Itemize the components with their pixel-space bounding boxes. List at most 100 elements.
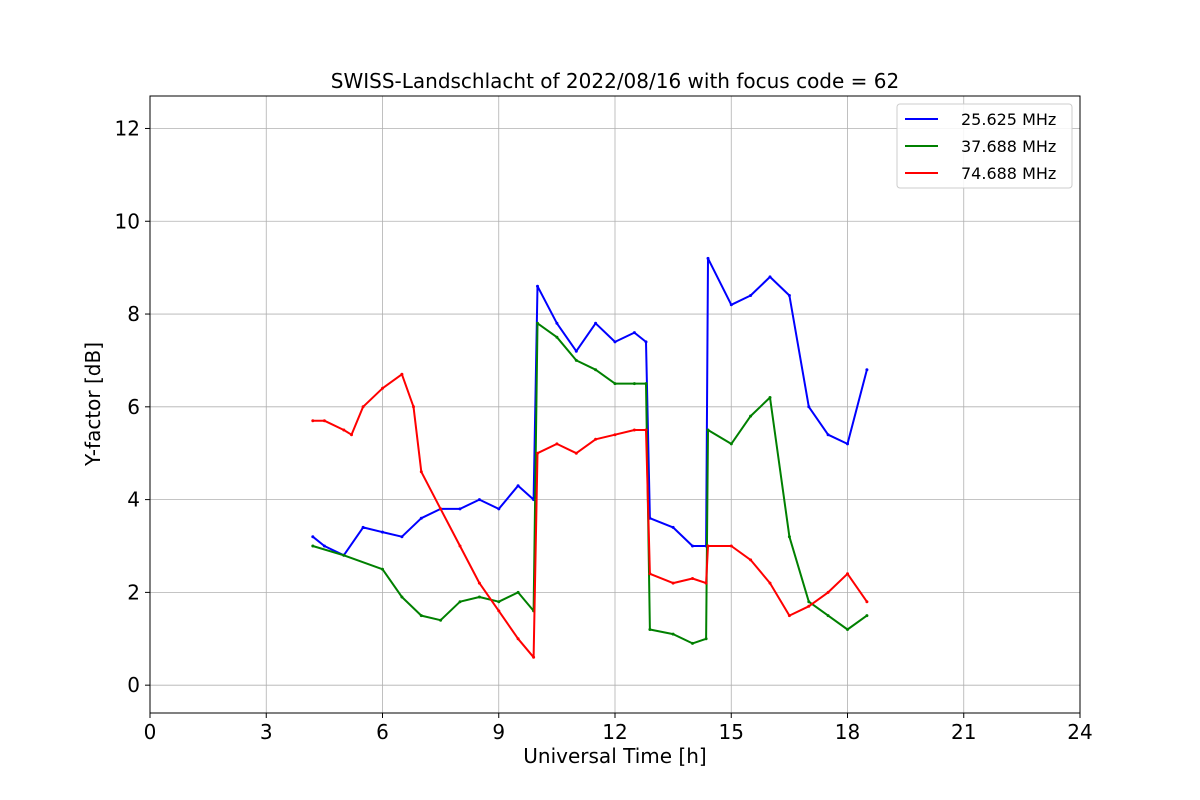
- data-point: [594, 321, 598, 325]
- data-point: [807, 405, 811, 409]
- data-point: [729, 442, 733, 446]
- data-point: [632, 428, 636, 432]
- data-point: [846, 628, 849, 631]
- data-point: [381, 530, 384, 534]
- data-point: [400, 595, 404, 599]
- x-tick-label: 6: [376, 720, 389, 744]
- data-point: [516, 637, 520, 641]
- data-point: [594, 368, 598, 372]
- x-tick-label: 15: [719, 720, 744, 744]
- data-point: [787, 294, 791, 297]
- data-point: [311, 419, 315, 423]
- data-point: [704, 637, 708, 641]
- data-point: [768, 275, 772, 279]
- series-layer: [311, 256, 869, 659]
- data-point: [458, 544, 462, 548]
- data-point: [691, 544, 694, 548]
- x-tick-label: 24: [1067, 720, 1092, 744]
- legend: 25.625 MHz 37.688 MHz 74.688 MHz: [896, 103, 1073, 189]
- x-tick-label: 12: [602, 720, 627, 744]
- data-point: [671, 632, 675, 636]
- data-point: [632, 331, 636, 335]
- legend-box: [896, 103, 1073, 189]
- data-point: [322, 544, 326, 548]
- data-point: [361, 525, 365, 529]
- data-point: [644, 382, 648, 386]
- data-point: [555, 442, 559, 446]
- data-point: [846, 442, 849, 446]
- y-tick-label: 0: [127, 673, 140, 697]
- data-point: [648, 628, 652, 631]
- data-point: [458, 507, 462, 511]
- data-point: [729, 544, 733, 548]
- data-point: [671, 581, 675, 585]
- data-point: [706, 428, 710, 432]
- x-tick-label: 21: [951, 720, 976, 744]
- data-point: [516, 484, 520, 488]
- data-point: [574, 451, 578, 455]
- data-point: [865, 614, 869, 618]
- data-point: [613, 433, 617, 437]
- data-point: [381, 386, 384, 390]
- data-point: [497, 609, 501, 613]
- data-point: [729, 303, 733, 307]
- x-axis-label: Universal Time [h]: [523, 744, 706, 768]
- data-point: [342, 428, 346, 432]
- y-tick-label: 6: [127, 395, 140, 419]
- data-point: [671, 525, 675, 529]
- data-point: [574, 349, 578, 353]
- data-point: [342, 553, 346, 557]
- legend-label: 37.688 MHz: [961, 137, 1056, 156]
- data-point: [381, 567, 384, 571]
- data-point: [439, 507, 443, 511]
- data-point: [516, 590, 520, 594]
- data-point: [311, 544, 315, 548]
- data-point: [768, 581, 772, 585]
- data-point: [826, 614, 830, 618]
- data-point: [532, 655, 536, 659]
- data-point: [865, 600, 869, 604]
- data-point: [648, 572, 652, 576]
- data-point: [439, 618, 443, 622]
- data-point: [865, 368, 869, 372]
- data-point: [706, 544, 710, 548]
- y-tick-label: 10: [115, 209, 140, 233]
- y-tick-label: 8: [127, 302, 140, 326]
- x-tick-label: 0: [144, 720, 157, 744]
- data-point: [749, 558, 753, 562]
- y-tick-label: 4: [127, 488, 140, 512]
- data-point: [846, 572, 849, 576]
- data-point: [594, 437, 598, 441]
- y-axis-label: Y-factor [dB]: [81, 342, 105, 467]
- data-point: [311, 535, 315, 539]
- data-point: [350, 433, 353, 437]
- data-point: [644, 340, 648, 344]
- data-point: [613, 382, 617, 386]
- data-point: [412, 405, 415, 409]
- data-point: [787, 535, 791, 539]
- x-tick-label: 18: [835, 720, 860, 744]
- data-point: [419, 470, 423, 474]
- y-tick-label: 12: [115, 116, 140, 140]
- data-point: [613, 340, 617, 344]
- data-point: [807, 600, 811, 604]
- data-point: [691, 577, 694, 580]
- data-point: [787, 614, 791, 618]
- chart-title: SWISS-Landschlacht of 2022/08/16 with fo…: [331, 69, 899, 93]
- data-point: [361, 405, 365, 409]
- data-point: [706, 256, 710, 260]
- data-point: [704, 581, 708, 585]
- data-point: [400, 535, 404, 539]
- legend-label: 74.688 MHz: [961, 164, 1056, 183]
- data-point: [749, 294, 753, 297]
- data-point: [400, 372, 404, 376]
- data-point: [749, 414, 753, 418]
- data-point: [555, 321, 559, 325]
- data-point: [536, 321, 539, 325]
- data-point: [826, 590, 830, 594]
- data-point: [419, 614, 423, 618]
- data-point: [322, 419, 326, 423]
- data-point: [458, 600, 462, 604]
